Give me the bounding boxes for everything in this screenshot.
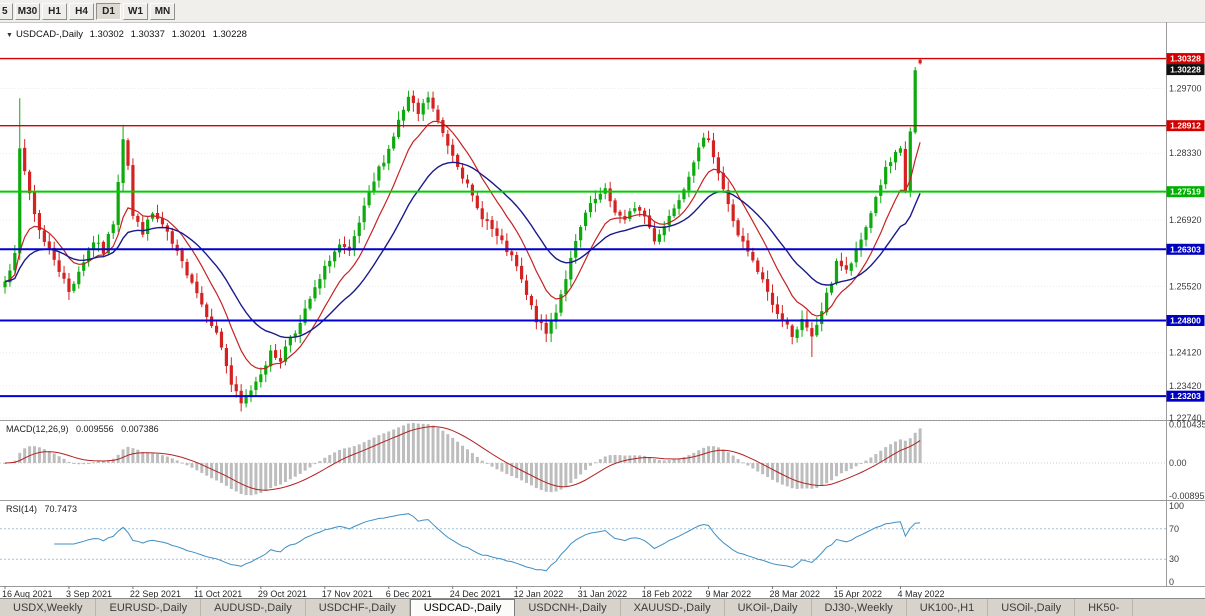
svg-text:1.30228: 1.30228 bbox=[1170, 65, 1201, 75]
period-button-d1[interactable]: D1 bbox=[96, 2, 121, 20]
svg-text:22 Sep 2021: 22 Sep 2021 bbox=[130, 589, 181, 599]
svg-text:1.24120: 1.24120 bbox=[1169, 348, 1202, 358]
chart-title: ▼ USDCAD-,Daily 1.30302 1.30337 1.30201 1… bbox=[6, 29, 251, 40]
svg-text:29 Oct 2021: 29 Oct 2021 bbox=[258, 589, 307, 599]
chart-tab-audusd-daily[interactable]: AUDUSD-,Daily bbox=[201, 599, 306, 616]
svg-text:24 Dec 2021: 24 Dec 2021 bbox=[450, 589, 501, 599]
svg-text:6 Dec 2021: 6 Dec 2021 bbox=[386, 589, 432, 599]
moving-averages-layer bbox=[4, 120, 921, 370]
hlines-layer bbox=[0, 57, 1166, 398]
svg-text:18 Feb 2022: 18 Feb 2022 bbox=[642, 589, 693, 599]
svg-text:1.27519: 1.27519 bbox=[1170, 187, 1201, 197]
rsi-name: RSI(14) bbox=[6, 504, 38, 514]
svg-text:1.23420: 1.23420 bbox=[1169, 381, 1202, 391]
grid-layer bbox=[0, 87, 1166, 419]
svg-text:1.22740: 1.22740 bbox=[1169, 413, 1202, 423]
macd-main-value: 0.009556 bbox=[76, 424, 114, 434]
svg-text:70: 70 bbox=[1169, 524, 1179, 534]
chart-tab-usdchf-daily[interactable]: USDCHF-,Daily bbox=[306, 599, 410, 616]
svg-text:30: 30 bbox=[1169, 554, 1179, 564]
svg-text:-0.00895: -0.00895 bbox=[1169, 491, 1205, 501]
period-button-h1[interactable]: H1 bbox=[42, 2, 67, 20]
svg-text:1.24800: 1.24800 bbox=[1170, 316, 1201, 326]
svg-text:3 Sep 2021: 3 Sep 2021 bbox=[66, 589, 112, 599]
chart-symbol-label: USDCAD-,Daily bbox=[15, 29, 83, 40]
svg-text:1.29700: 1.29700 bbox=[1169, 83, 1202, 93]
svg-text:1.30328: 1.30328 bbox=[1170, 54, 1201, 64]
ohlc-high: 1.30337 bbox=[130, 29, 165, 40]
svg-text:9 Mar 2022: 9 Mar 2022 bbox=[706, 589, 752, 599]
macd-name: MACD(12,26,9) bbox=[6, 424, 69, 434]
chart-tabs-bar: USDX,Weekly EURUSD-,Daily AUDUSD-,Daily … bbox=[0, 598, 1205, 616]
chart-tab-ukoil-daily[interactable]: UKOil-,Daily bbox=[725, 599, 812, 616]
period-button-w1[interactable]: W1 bbox=[123, 2, 148, 20]
macd-signal-value: 0.007386 bbox=[121, 424, 159, 434]
period-button-m30[interactable]: M30 bbox=[15, 2, 40, 20]
svg-text:11 Oct 2021: 11 Oct 2021 bbox=[194, 589, 242, 599]
period-button-mn[interactable]: MN bbox=[150, 2, 175, 20]
chart-tab-xauusd-daily[interactable]: XAUUSD-,Daily bbox=[621, 599, 725, 616]
svg-text:1.26920: 1.26920 bbox=[1169, 215, 1202, 225]
price-axis-layer: 1.29700 1.28330 1.26920 1.25520 1.24120 1.234… bbox=[1166, 53, 1205, 587]
svg-text:0.010435: 0.010435 bbox=[1169, 419, 1205, 429]
svg-text:0.00: 0.00 bbox=[1169, 458, 1187, 468]
svg-text:28 Mar 2022: 28 Mar 2022 bbox=[770, 589, 821, 599]
chart-tab-dj30-weekly[interactable]: DJ30-,Weekly bbox=[812, 599, 907, 616]
macd-indicator-label: MACD(12,26,9) 0.009556 0.007386 bbox=[6, 424, 164, 434]
chart-tab-usdx-weekly[interactable]: USDX,Weekly bbox=[0, 599, 97, 616]
svg-text:100: 100 bbox=[1169, 501, 1184, 511]
separators-layer bbox=[0, 22, 1205, 587]
rsi-indicator-label: RSI(14) 70.7473 bbox=[6, 504, 82, 514]
ohlc-open: 1.30302 bbox=[89, 29, 124, 40]
timeframe-toolbar: 5 M30 H1 H4 D1 W1 MN bbox=[0, 0, 1205, 23]
chart-tab-usdcnh-daily[interactable]: USDCNH-,Daily bbox=[515, 599, 621, 616]
candles-layer bbox=[3, 58, 922, 412]
svg-text:1.23203: 1.23203 bbox=[1170, 391, 1201, 401]
ohlc-low: 1.30201 bbox=[171, 29, 206, 40]
rsi-layer bbox=[0, 513, 1166, 572]
ohlc-close: 1.30228 bbox=[212, 29, 247, 40]
svg-text:31 Jan 2022: 31 Jan 2022 bbox=[578, 589, 628, 599]
chart-tab-usoil-daily[interactable]: USOil-,Daily bbox=[988, 599, 1076, 616]
svg-text:1.28330: 1.28330 bbox=[1169, 148, 1202, 158]
period-button-5[interactable]: 5 bbox=[0, 2, 13, 20]
rsi-value: 70.7473 bbox=[44, 504, 78, 514]
collapse-arrow-icon[interactable]: ▼ bbox=[6, 32, 13, 39]
svg-text:1.25520: 1.25520 bbox=[1169, 281, 1202, 291]
svg-text:1.26303: 1.26303 bbox=[1170, 244, 1201, 254]
date-axis-layer: 16 Aug 2021 3 Sep 2021 22 Sep 2021 11 Oct 2… bbox=[2, 586, 944, 599]
svg-text:1.28912: 1.28912 bbox=[1170, 121, 1201, 131]
svg-text:4 May 2022: 4 May 2022 bbox=[897, 589, 944, 599]
svg-text:0: 0 bbox=[1169, 577, 1174, 587]
svg-text:12 Jan 2022: 12 Jan 2022 bbox=[514, 589, 564, 599]
chart-tab-eurusd-daily[interactable]: EURUSD-,Daily bbox=[96, 599, 202, 616]
macd-layer bbox=[0, 422, 1166, 496]
svg-text:17 Nov 2021: 17 Nov 2021 bbox=[322, 589, 373, 599]
svg-text:16 Aug 2021: 16 Aug 2021 bbox=[2, 589, 53, 599]
chart-tab-uk100-h1[interactable]: UK100-,H1 bbox=[907, 599, 989, 616]
price-chart[interactable]: 1.29700 1.28330 1.26920 1.25520 1.24120 1.234… bbox=[0, 22, 1205, 599]
chart-tab-hk50[interactable]: HK50- bbox=[1075, 599, 1134, 616]
period-button-h4[interactable]: H4 bbox=[69, 2, 94, 20]
svg-text:15 Apr 2022: 15 Apr 2022 bbox=[833, 589, 882, 599]
chart-tab-usdcad-daily[interactable]: USDCAD-,Daily bbox=[409, 599, 516, 616]
